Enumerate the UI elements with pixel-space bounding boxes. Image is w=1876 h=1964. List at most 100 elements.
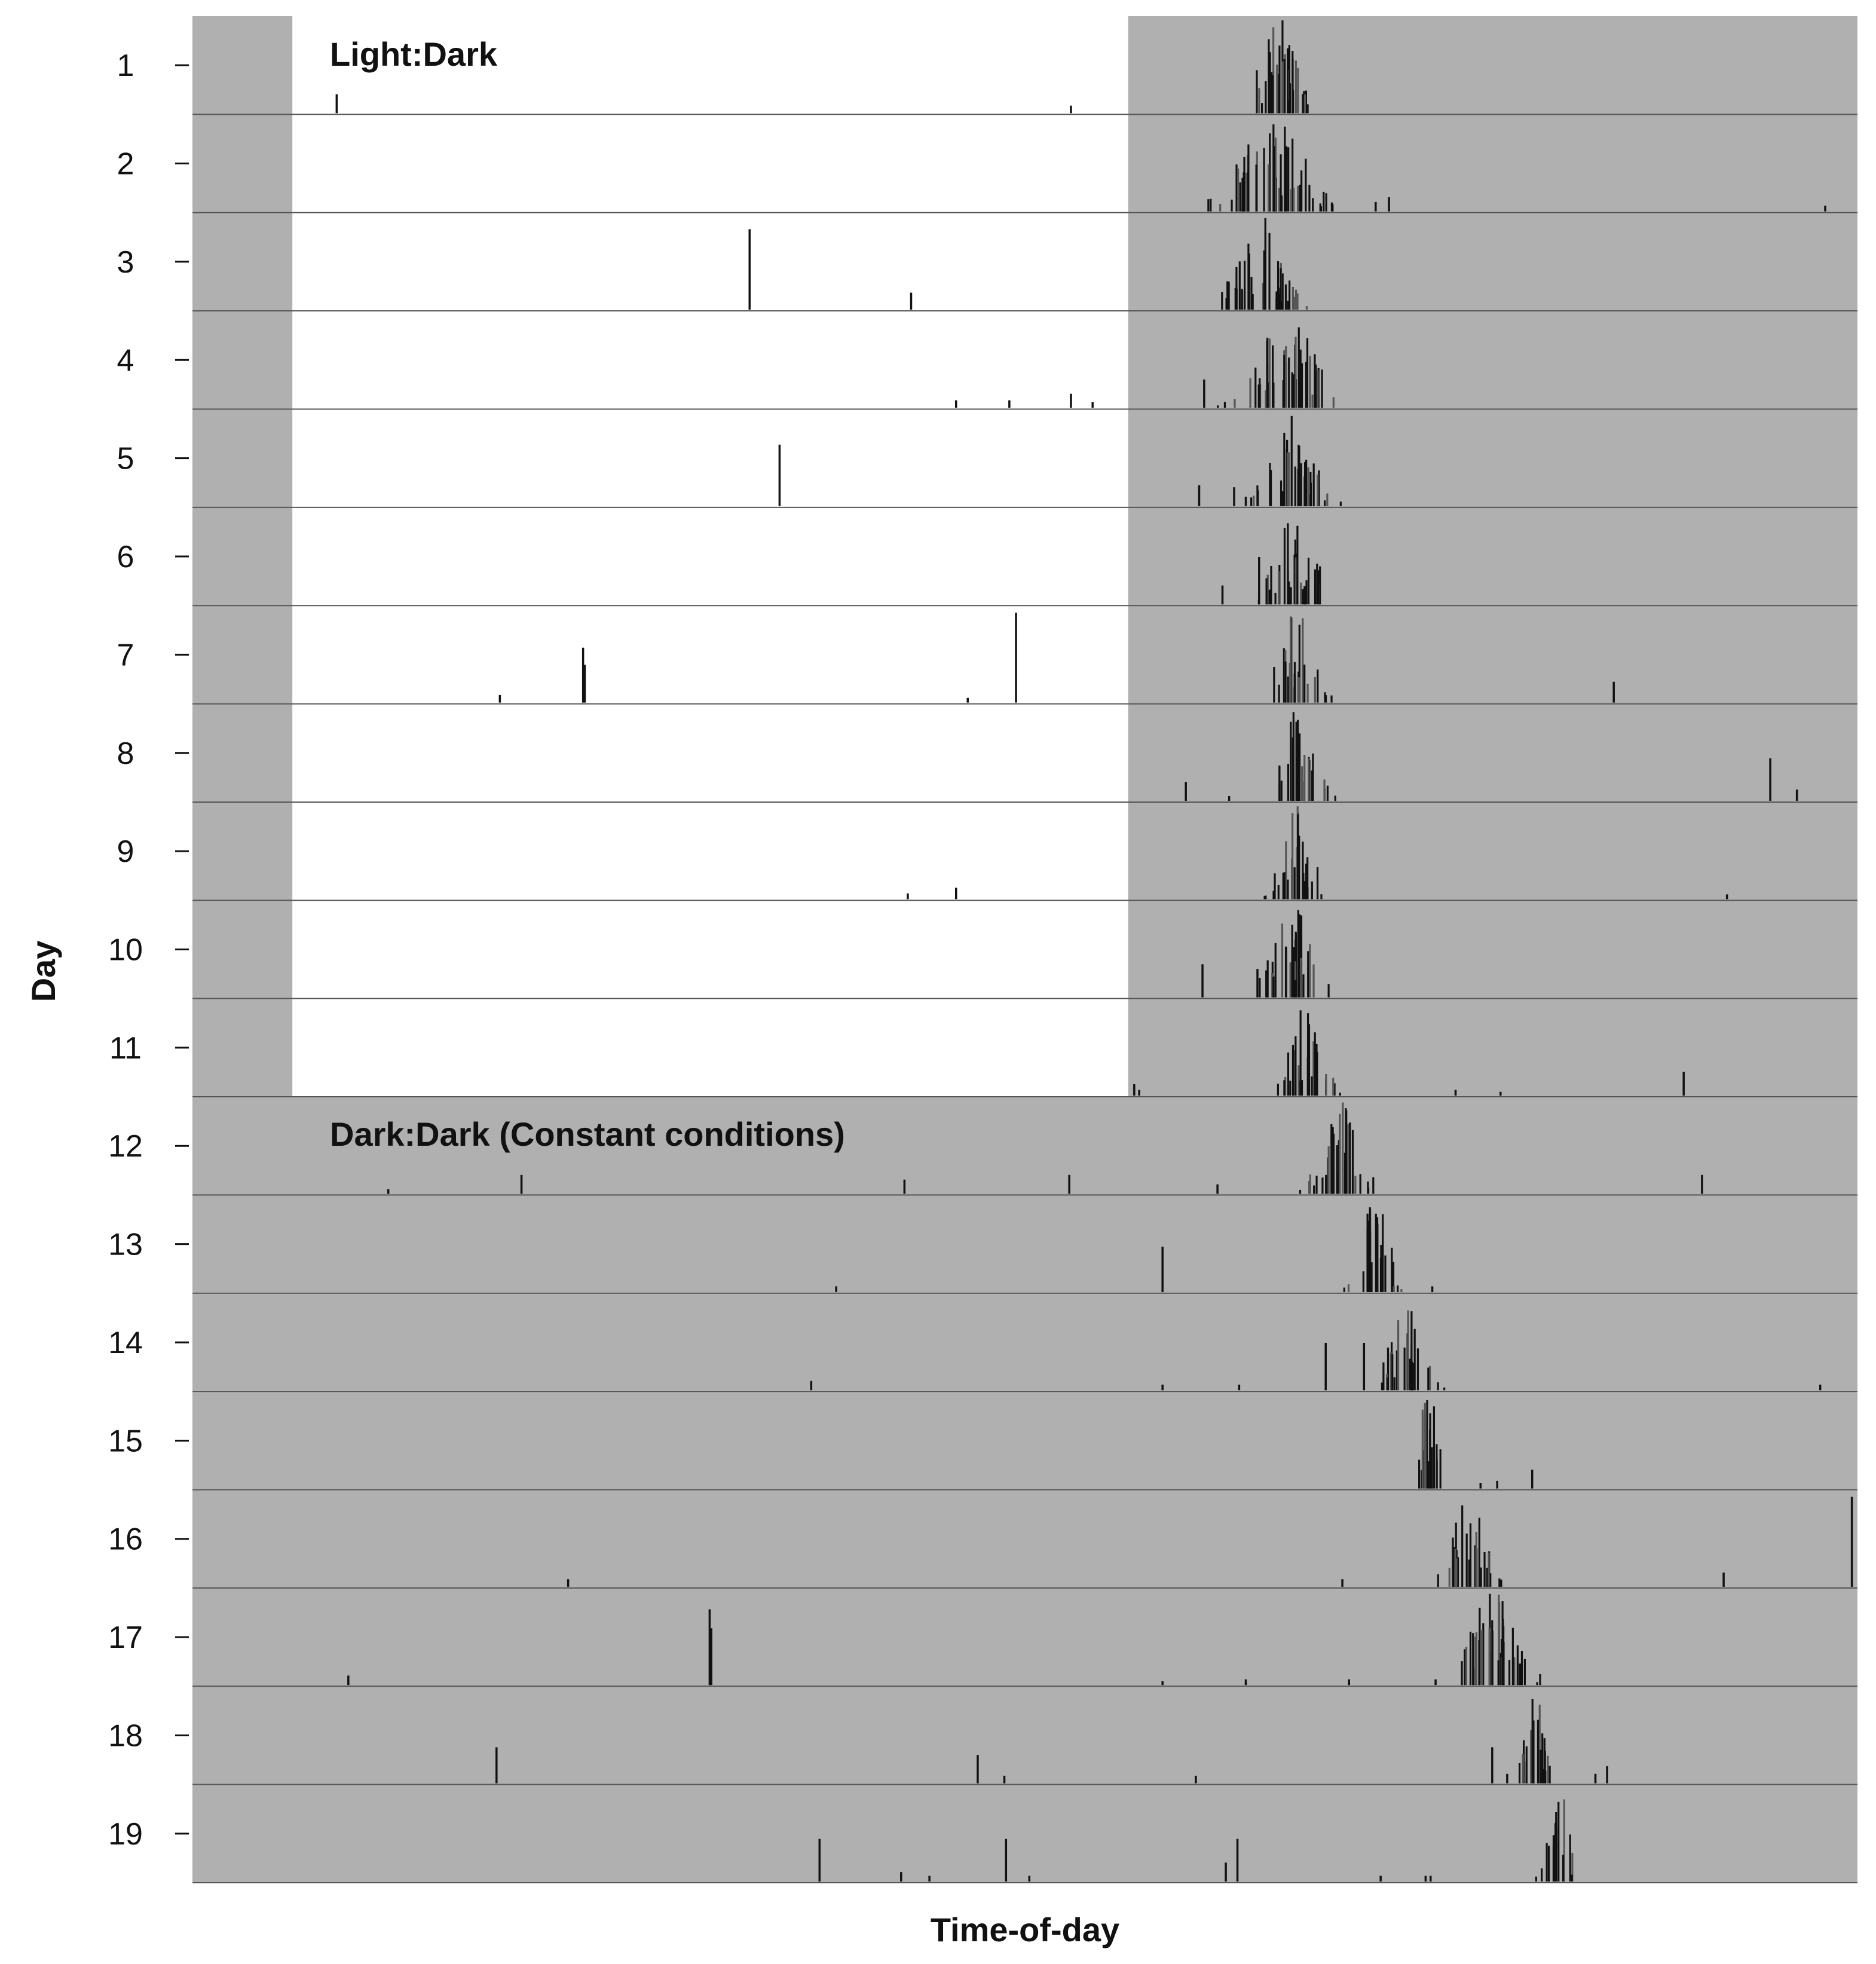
activity-bar: [1287, 676, 1289, 703]
activity-bar: [1443, 1387, 1446, 1391]
activity-bar: [1309, 1174, 1311, 1194]
annotation-light-dark: Light:Dark: [330, 35, 498, 73]
activity-bar: [1241, 178, 1244, 212]
activity-bar: [1314, 354, 1316, 408]
activity-bar: [1326, 493, 1329, 506]
activity-event: [1195, 1775, 1197, 1783]
activity-event: [1479, 1483, 1482, 1489]
activity-bar: [1294, 466, 1296, 506]
activity-bar: [1245, 172, 1248, 212]
activity-bar: [1287, 48, 1289, 114]
activity-bar: [1291, 925, 1293, 998]
activity-event: [708, 1609, 711, 1685]
activity-bar: [1300, 1079, 1303, 1096]
activity-bar: [1277, 885, 1280, 900]
y-tick-label: 11: [109, 1031, 142, 1066]
activity-bar: [1284, 1076, 1287, 1096]
activity-bar: [1255, 164, 1257, 212]
activity-bar: [1292, 138, 1294, 212]
y-tick-label: 9: [117, 834, 134, 869]
activity-bar: [1289, 1081, 1292, 1096]
activity-bar: [1284, 284, 1287, 310]
activity-bar: [1410, 1345, 1413, 1391]
activity-event: [1506, 1773, 1508, 1783]
activity-bar: [1387, 1347, 1390, 1391]
activity-bar: [1309, 944, 1311, 998]
activity-event: [835, 1286, 837, 1292]
activity-bar: [1298, 914, 1301, 998]
activity-event: [347, 1675, 350, 1685]
activity-bar: [1283, 528, 1286, 605]
activity-bar: [1298, 445, 1300, 506]
y-tick-label: 5: [117, 442, 134, 476]
activity-event: [1496, 1480, 1498, 1489]
activity-bar: [1299, 1081, 1302, 1096]
activity-event: [1161, 1384, 1164, 1391]
activity-bar: [1309, 356, 1311, 408]
activity-bar: [1427, 1461, 1430, 1489]
activity-event: [1225, 1862, 1227, 1882]
activity-bar: [1475, 1636, 1477, 1685]
activity-bar: [1324, 500, 1326, 506]
activity-bars-layer: [335, 20, 1853, 1882]
activity-bar: [1571, 1852, 1574, 1882]
activity-bar: [1299, 349, 1302, 408]
activity-event: [1138, 1090, 1140, 1096]
activity-event: [1238, 1384, 1241, 1391]
activity-bar: [1292, 712, 1294, 801]
activity-bar: [1235, 289, 1238, 310]
activity-bar: [1265, 895, 1267, 900]
activity-event: [335, 94, 338, 114]
activity-bar: [1376, 1217, 1379, 1292]
background-layer: [192, 16, 1857, 1883]
activity-bar: [1299, 185, 1301, 212]
activity-bar: [1270, 565, 1272, 605]
activity-bar: [1277, 1084, 1279, 1096]
activity-bar: [1497, 1660, 1499, 1685]
activity-bar: [1300, 957, 1302, 998]
activity-bar: [1516, 1645, 1519, 1685]
activity-bar: [1250, 497, 1253, 506]
activity-bar: [1268, 57, 1271, 114]
activity-bar: [1259, 378, 1261, 408]
activity-bar: [1219, 204, 1222, 212]
activity-bar: [1333, 1083, 1336, 1096]
activity-bar: [1336, 1145, 1338, 1194]
activity-bar: [1272, 891, 1275, 900]
activity-bar: [1531, 1699, 1534, 1783]
activity-bar: [1297, 814, 1299, 900]
activity-bar: [1303, 476, 1306, 506]
activity-bar: [1287, 570, 1289, 605]
activity-bar: [1488, 1552, 1490, 1587]
activity-bar: [1290, 616, 1292, 703]
activity-event: [1233, 487, 1235, 506]
activity-bar: [1272, 345, 1274, 408]
activity-bar: [1318, 570, 1320, 605]
activity-bar: [1345, 1136, 1347, 1194]
activity-bar: [1326, 785, 1329, 801]
activity-event: [1008, 400, 1011, 408]
activity-bar: [1552, 1835, 1555, 1882]
activity-bar: [1539, 1674, 1541, 1685]
activity-bar: [1305, 90, 1307, 114]
activity-bar: [1271, 973, 1274, 998]
activity-event: [1003, 1775, 1006, 1783]
activity-bar: [1308, 758, 1310, 801]
activity-bar: [1266, 990, 1269, 998]
activity-bar: [1297, 68, 1299, 114]
activity-bar: [1411, 1374, 1414, 1391]
activity-bar: [1339, 1093, 1341, 1096]
activity-bar: [1500, 1579, 1502, 1587]
activity-bar: [1488, 1628, 1491, 1685]
activity-bar: [1302, 842, 1304, 900]
activity-bar: [1429, 1413, 1431, 1489]
activity-bar: [1287, 763, 1290, 801]
activity-bar: [1297, 910, 1299, 998]
activity-bar: [1325, 695, 1327, 703]
activity-event: [1431, 1286, 1434, 1292]
activity-bar: [1439, 1449, 1442, 1489]
activity-bar: [1266, 337, 1269, 408]
activity-bar: [1269, 133, 1271, 212]
activity-bar: [1225, 298, 1228, 310]
activity-bar: [1569, 1834, 1571, 1882]
